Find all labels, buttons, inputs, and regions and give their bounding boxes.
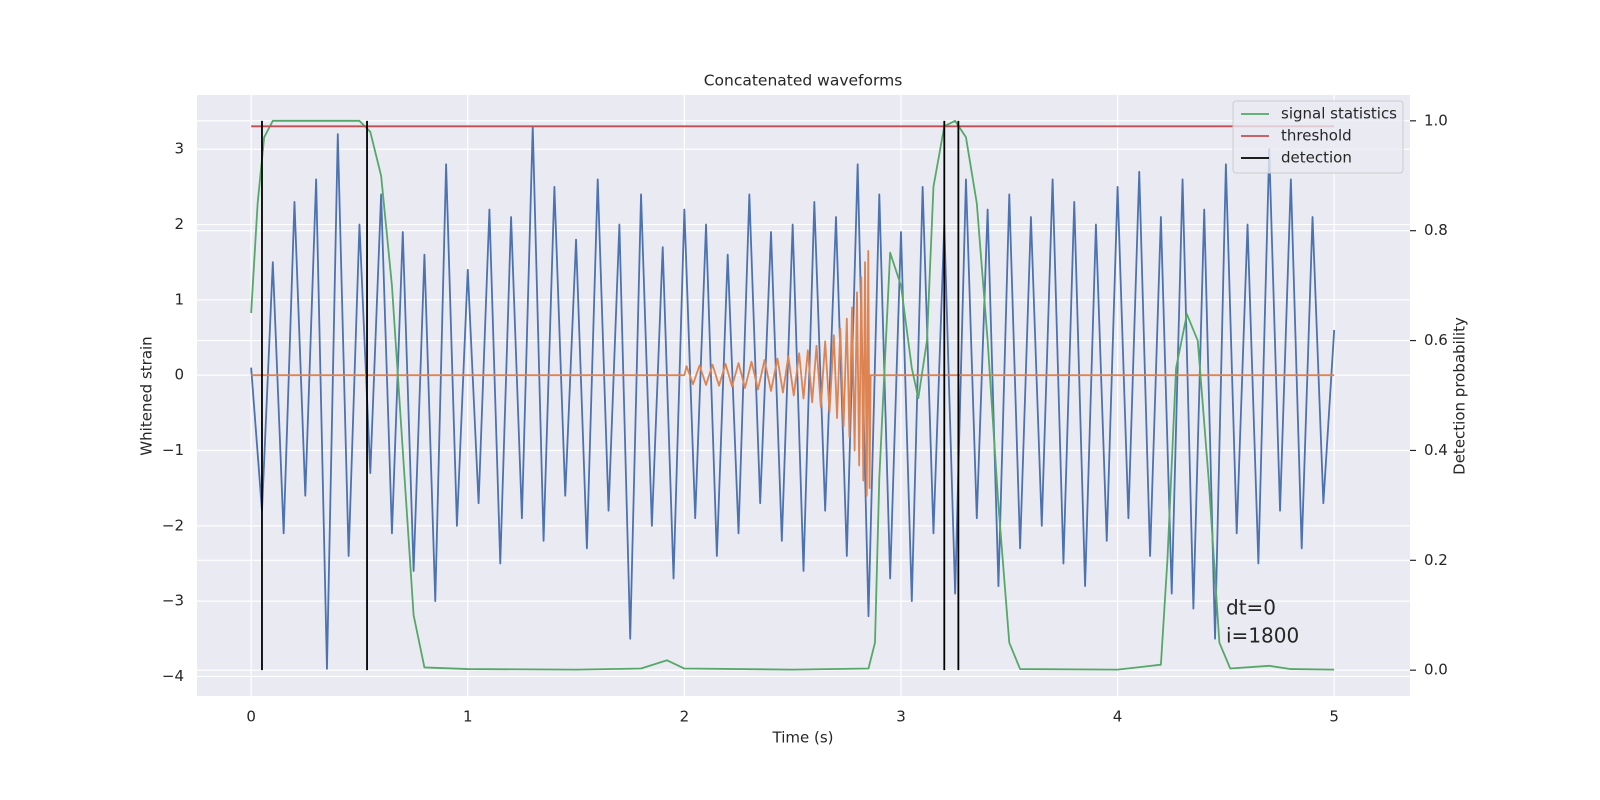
- series-line: [251, 250, 1335, 497]
- legend-label: detection: [1281, 149, 1352, 167]
- legend: signal statistics threshold detection: [1232, 100, 1404, 174]
- y-tick-label: −1: [162, 441, 184, 459]
- legend-label: threshold: [1281, 127, 1352, 145]
- y-tick-label: 3: [174, 140, 184, 158]
- x-tick-label: 2: [680, 708, 690, 726]
- y2-axis-label: Detection probability: [1451, 317, 1469, 475]
- y-tick-label: 1: [174, 290, 184, 308]
- series-line: [250, 119, 1335, 671]
- x-tick-label: 0: [246, 708, 256, 726]
- y-tick-label: −4: [162, 667, 184, 685]
- x-tick-label: 1: [463, 708, 473, 726]
- y2-tick-label: 0.2: [1424, 551, 1448, 569]
- x-axis-label: Time (s): [772, 729, 834, 747]
- series-line: [250, 125, 1336, 670]
- annotation: dt=0: [1226, 596, 1276, 620]
- legend-label: signal statistics: [1281, 105, 1397, 123]
- chart-title: Concatenated waveforms: [704, 72, 903, 90]
- y-tick-label: −3: [162, 592, 184, 610]
- y-tick-label: −2: [162, 516, 184, 534]
- annotation: i=1800: [1226, 624, 1299, 648]
- x-tick-label: 3: [896, 708, 906, 726]
- y2-tick-label: 0.4: [1424, 441, 1448, 459]
- y2-tick-label: 0.6: [1424, 331, 1448, 349]
- x-tick-label: 4: [1113, 708, 1123, 726]
- y2-tick-label: 1.0: [1424, 111, 1448, 129]
- legend-box: [1232, 100, 1404, 174]
- y2-tick-label: 0.8: [1424, 221, 1448, 239]
- x-tick-label: 5: [1329, 708, 1339, 726]
- y2-tick-label: 0.0: [1424, 661, 1448, 679]
- y-tick-label: 0: [174, 366, 184, 384]
- y-axis-label: Whitened strain: [138, 336, 156, 455]
- y-tick-label: 2: [174, 215, 184, 233]
